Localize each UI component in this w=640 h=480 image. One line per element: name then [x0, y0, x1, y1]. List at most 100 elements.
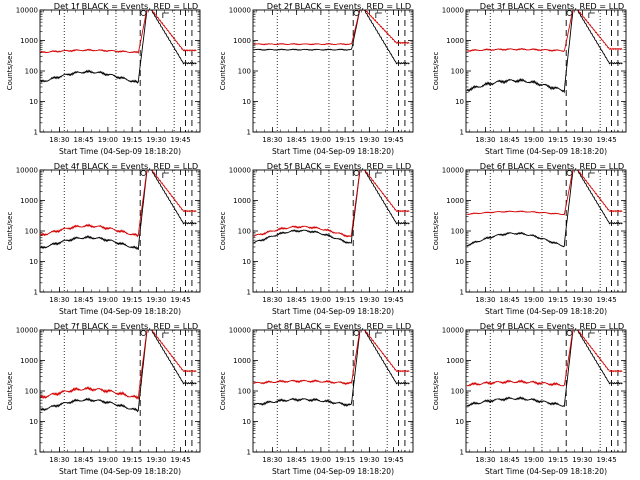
- y-tick-label: 1: [34, 449, 38, 457]
- event-marker: [566, 10, 573, 16]
- detector-chart: Det 4f BLACK = Events, RED = LLD Counts/s…: [6, 161, 201, 316]
- y-axis-label: Counts/sec: [6, 212, 14, 251]
- x-axis-label: Start Time (04-Sep-09 18:18:20): [59, 467, 181, 476]
- x-tick-label: 18:45: [287, 456, 307, 464]
- y-tick-label: 10000: [229, 7, 251, 15]
- y-tick-label: 1: [247, 449, 251, 457]
- y-tick-label: 100: [238, 388, 251, 396]
- y-axis-label: Counts/sec: [219, 212, 227, 251]
- y-axis-label: Counts/sec: [432, 52, 440, 91]
- series-line: [40, 170, 197, 250]
- x-tick-label: 18:30: [262, 456, 282, 464]
- y-tick-label: 1: [34, 289, 38, 297]
- event-marker: [353, 170, 360, 176]
- event-marker: [566, 170, 573, 176]
- y-tick-label: 1: [460, 449, 464, 457]
- step-marker: [162, 172, 169, 178]
- y-tick-label: 10: [29, 258, 38, 266]
- x-axis-label: Start Time (04-Sep-09 18:18:20): [485, 467, 607, 476]
- y-tick-label: 10: [242, 418, 251, 426]
- x-tick-label: 18:45: [287, 296, 307, 304]
- x-tick-label: 19:15: [122, 136, 142, 144]
- y-tick-label: 10: [455, 258, 464, 266]
- event-marker: [140, 170, 147, 176]
- y-tick-label: 10000: [229, 327, 251, 335]
- plot-frame: [252, 329, 414, 453]
- x-tick-label: 18:45: [500, 296, 520, 304]
- x-tick-label: 18:30: [475, 456, 495, 464]
- y-tick-label: 1000: [446, 197, 464, 205]
- x-tick-label: 18:30: [475, 136, 495, 144]
- series-line: [40, 170, 197, 238]
- step-marker: [162, 12, 169, 18]
- y-axis-label: Counts/sec: [432, 372, 440, 411]
- y-tick-label: 10000: [16, 167, 38, 175]
- x-tick-label: 18:45: [287, 136, 307, 144]
- series-line: [466, 10, 623, 53]
- series-line: [466, 330, 623, 387]
- x-tick-label: 19:45: [384, 136, 404, 144]
- x-tick-label: 19:45: [597, 456, 617, 464]
- detector-chart: Det 7f BLACK = Events, RED = LLD Counts/s…: [6, 321, 201, 476]
- x-tick-label: 18:30: [49, 456, 69, 464]
- event-marker: [140, 330, 147, 336]
- step-marker: [375, 172, 382, 178]
- plot-frame: [465, 329, 627, 453]
- y-tick-label: 1: [247, 289, 251, 297]
- plot-frame: [252, 169, 414, 293]
- x-tick-label: 19:15: [122, 296, 142, 304]
- y-axis-label: Counts/sec: [6, 372, 14, 411]
- data-series-group: [40, 330, 197, 413]
- y-tick-label: 10000: [16, 7, 38, 15]
- data-series-group: [253, 330, 410, 407]
- y-tick-label: 10: [29, 418, 38, 426]
- series-line: [40, 330, 197, 400]
- detector-chart: Det 9f BLACK = Events, RED = LLD Counts/s…: [432, 321, 627, 476]
- x-axis-label: Start Time (04-Sep-09 18:18:20): [59, 307, 181, 316]
- x-tick-label: 19:45: [171, 456, 191, 464]
- y-tick-label: 1000: [20, 37, 38, 45]
- series-line: [40, 10, 197, 54]
- x-tick-label: 19:15: [548, 456, 568, 464]
- x-tick-label: 19:30: [146, 456, 166, 464]
- plot-frame: [39, 169, 201, 293]
- detector-chart: Det 1f BLACK = Events, RED = LLD Counts/s…: [6, 1, 201, 156]
- detector-chart: Det 5f BLACK = Events, RED = LLD Counts/s…: [219, 161, 414, 316]
- x-tick-label: 19:30: [146, 296, 166, 304]
- data-series-group: [253, 170, 410, 245]
- y-tick-label: 10: [455, 418, 464, 426]
- y-tick-label: 1000: [20, 357, 38, 365]
- plot-frame: [39, 9, 201, 133]
- detector-chart: Det 8f BLACK = Events, RED = LLD Counts/s…: [219, 321, 414, 476]
- step-marker: [375, 12, 382, 18]
- x-tick-label: 18:45: [500, 136, 520, 144]
- data-series-group: [466, 10, 623, 94]
- chart-title: Det 8f BLACK = Events, RED = LLD: [267, 321, 411, 331]
- y-tick-label: 1000: [446, 357, 464, 365]
- y-tick-label: 10: [29, 98, 38, 106]
- data-series-group: [466, 330, 623, 408]
- chart-title: Det 6f BLACK = Events, RED = LLD: [480, 161, 624, 171]
- x-tick-label: 19:00: [98, 136, 118, 144]
- x-tick-label: 19:00: [311, 136, 331, 144]
- x-tick-label: 19:15: [335, 456, 355, 464]
- event-marker: [566, 330, 573, 336]
- series-line: [40, 330, 197, 413]
- event-marker: [353, 330, 360, 336]
- chart-title: Det 5f BLACK = Events, RED = LLD: [267, 161, 411, 171]
- x-tick-label: 19:45: [384, 456, 404, 464]
- y-axis-label: Counts/sec: [219, 52, 227, 91]
- event-marker: [140, 10, 147, 16]
- y-tick-label: 10: [242, 98, 251, 106]
- step-marker: [588, 172, 595, 178]
- series-line: [40, 10, 197, 84]
- y-tick-label: 1000: [233, 357, 251, 365]
- series-line: [253, 10, 410, 65]
- series-line: [466, 330, 623, 408]
- x-tick-label: 19:45: [384, 296, 404, 304]
- detector-chart: Det 6f BLACK = Events, RED = LLD Counts/s…: [432, 161, 627, 316]
- x-tick-label: 18:30: [49, 296, 69, 304]
- x-tick-label: 19:00: [524, 456, 544, 464]
- plot-frame: [252, 9, 414, 133]
- chart-title: Det 2f BLACK = Events, RED = LLD: [267, 1, 411, 11]
